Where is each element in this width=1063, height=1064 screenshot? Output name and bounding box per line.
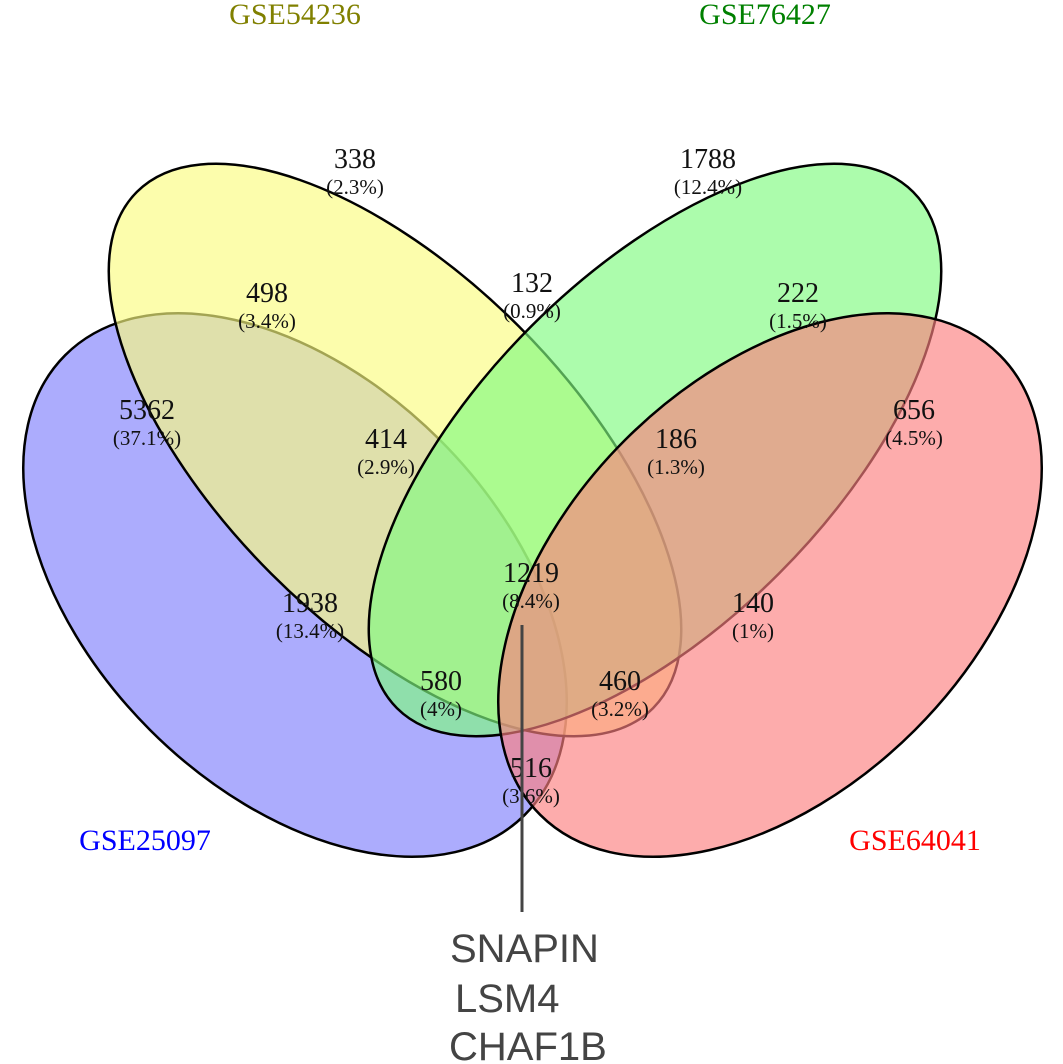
gene-label: CHAF1B (449, 1025, 607, 1064)
region-count: 338 (334, 144, 376, 175)
set-label-gse64041: GSE64041 (849, 824, 981, 857)
region-count: 222 (777, 278, 819, 309)
region-count: 5362 (119, 395, 175, 426)
gene-label: SNAPIN (450, 927, 599, 971)
region-labels: 338 (2.3%) 1788 (12.4%) 498 (3.4%) 132 (… (113, 144, 943, 808)
region-percent: (2.3%) (326, 175, 384, 199)
region-count: 516 (510, 753, 552, 784)
region-count: 186 (655, 424, 697, 455)
set-label-gse76427: GSE76427 (699, 0, 831, 31)
region-percent: (37.1%) (113, 426, 181, 450)
region-percent: (13.4%) (276, 619, 344, 643)
region-percent: (3.2%) (591, 697, 649, 721)
region-percent: (1.5%) (769, 309, 827, 333)
region-count: 460 (599, 666, 641, 697)
region-percent: (12.4%) (674, 175, 742, 199)
region-count: 1938 (282, 588, 338, 619)
region-percent: (3.6%) (502, 784, 560, 808)
region-count: 580 (420, 666, 462, 697)
region-percent: (4%) (420, 697, 462, 721)
region-count: 1219 (503, 558, 559, 589)
set-label-gse25097: GSE25097 (79, 824, 211, 857)
region-count: 132 (511, 268, 553, 299)
region-percent: (4.5%) (885, 426, 943, 450)
ellipse-gse64041 (497, 312, 1043, 858)
region-count: 498 (246, 278, 288, 309)
region-count: 414 (365, 424, 407, 455)
set-label-gse54236: GSE54236 (229, 0, 361, 31)
gene-label: LSM4 (455, 977, 560, 1021)
region-percent: (1%) (732, 619, 774, 643)
region-percent: (1.3%) (647, 455, 705, 479)
region-count: 1788 (680, 144, 736, 175)
region-percent: (0.9%) (503, 299, 561, 323)
region-count: 656 (893, 395, 935, 426)
ellipse-group (22, 162, 1043, 858)
region-percent: (3.4%) (238, 309, 296, 333)
region-percent: (8.4%) (502, 589, 560, 613)
region-count: 140 (732, 588, 774, 619)
region-percent: (2.9%) (357, 455, 415, 479)
